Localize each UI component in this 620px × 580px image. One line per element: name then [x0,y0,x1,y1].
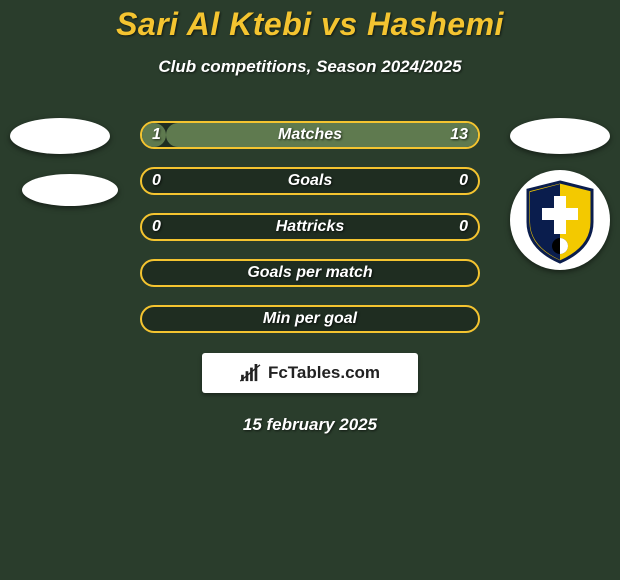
stat-pill: Goals per match [140,259,480,287]
subtitle: Club competitions, Season 2024/2025 [0,57,620,77]
stat-label: Hattricks [276,218,344,236]
stat-value-left: 0 [152,167,161,195]
stat-label: Goals [288,172,332,190]
brand-badge: FcTables.com [202,353,418,393]
bar-chart-icon [240,364,262,382]
stat-row: Goals 0 0 [0,167,620,197]
page-title: Sari Al Ktebi vs Hashemi [0,0,620,43]
stat-pill: Min per goal [140,305,480,333]
stat-label: Min per goal [263,310,357,328]
brand-text: FcTables.com [268,363,380,383]
stat-row: Goals per match [0,259,620,289]
date-text: 15 february 2025 [0,415,620,435]
stat-row: Min per goal [0,305,620,335]
stat-value-right: 13 [450,121,468,149]
stat-row: Hattricks 0 0 [0,213,620,243]
stat-value-left: 1 [152,121,161,149]
stat-value-left: 0 [152,213,161,241]
stat-value-right: 0 [459,213,468,241]
stat-label: Matches [278,126,342,144]
stat-label: Goals per match [247,264,372,282]
stat-pill: Hattricks [140,213,480,241]
comparison-card: Sari Al Ktebi vs Hashemi Club competitio… [0,0,620,580]
stat-pill: Matches [140,121,480,149]
stat-row: Matches 1 13 [0,121,620,151]
stat-pill: Goals [140,167,480,195]
stat-value-right: 0 [459,167,468,195]
stats-list: Matches 1 13 Goals 0 0 Hattricks 0 0 Goals per ma… [0,121,620,335]
